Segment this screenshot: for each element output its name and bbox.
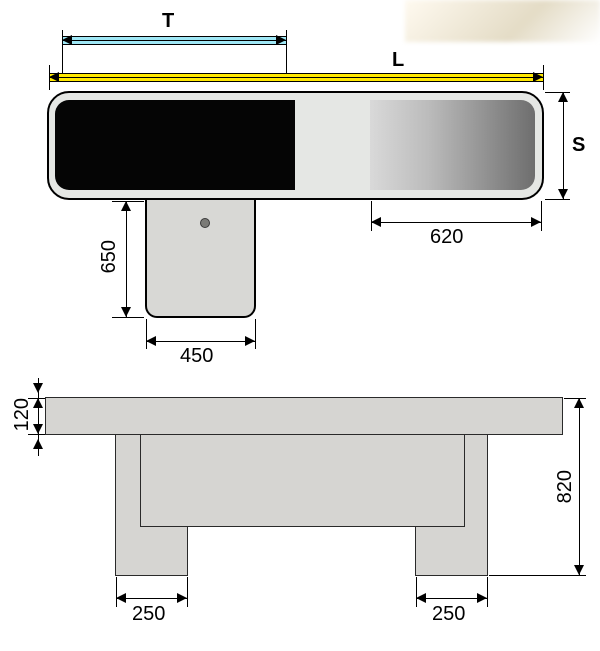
- dim-250L: [116, 598, 187, 599]
- label-120: 120: [11, 398, 34, 431]
- label-450: 450: [180, 345, 213, 368]
- pedestal-dot: [200, 218, 210, 228]
- ext-line: [187, 577, 188, 607]
- dim-120: [38, 398, 39, 434]
- side-slab: [45, 397, 563, 435]
- label-250L: 250: [132, 603, 165, 626]
- side-apron: [140, 435, 465, 527]
- ext-line: [545, 199, 570, 200]
- label-S: S: [572, 134, 585, 157]
- label-250R: 250: [432, 603, 465, 626]
- ext-line: [38, 434, 39, 456]
- dim-L: [49, 77, 543, 78]
- ext-line: [487, 577, 488, 607]
- dim-820: [579, 398, 580, 575]
- label-650: 650: [98, 240, 121, 273]
- label-620: 620: [430, 226, 463, 249]
- pedestal: [145, 200, 256, 318]
- dim-650: [126, 201, 127, 317]
- ext-line: [112, 317, 144, 318]
- corner-highlight: [405, 0, 600, 42]
- dim-T: [62, 40, 286, 41]
- ext-line: [28, 434, 45, 435]
- panel-black: [55, 100, 295, 190]
- label-L: L: [392, 49, 404, 72]
- panel-steel: [370, 100, 535, 190]
- ext-line: [489, 575, 586, 576]
- ext-line: [38, 378, 39, 398]
- panel-light: [295, 100, 370, 190]
- ext-line: [543, 65, 544, 90]
- ext-line: [541, 201, 542, 231]
- dimension-diagram: T L S 620 650 450 120: [0, 0, 600, 651]
- dim-250R: [416, 598, 487, 599]
- label-T: T: [162, 10, 174, 33]
- dim-S: [563, 92, 564, 199]
- ext-line: [255, 319, 256, 349]
- dim-620: [371, 222, 541, 223]
- dim-450: [146, 341, 255, 342]
- ext-line: [286, 30, 287, 75]
- label-820: 820: [554, 470, 577, 503]
